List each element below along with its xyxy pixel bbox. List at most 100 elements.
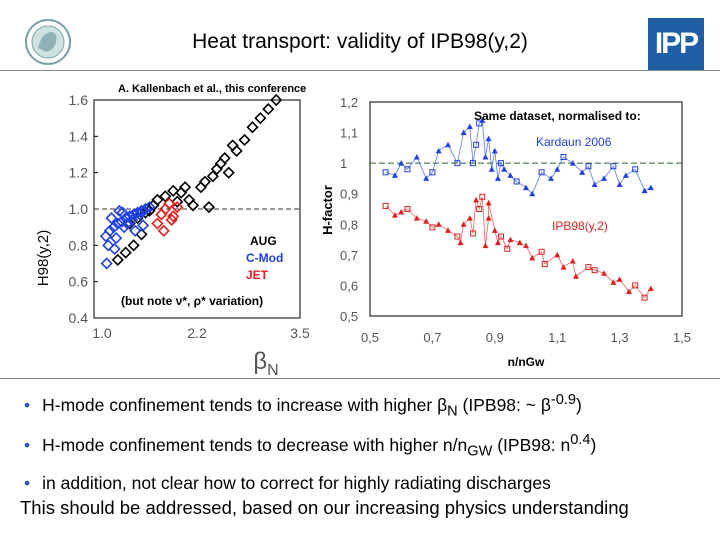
data-point-kardaun — [560, 154, 567, 161]
data-point-ipb98 — [632, 282, 639, 289]
data-point-kardaun — [413, 154, 420, 160]
society-seal-logo — [25, 19, 71, 65]
x-tick-label: 1,5 — [673, 330, 691, 345]
chart-right-title: Same dataset, normalised to: — [474, 109, 641, 123]
data-point-ipb98 — [647, 285, 654, 291]
data-point-ipb98 — [445, 227, 451, 233]
y-tick-label: 0,9 — [340, 187, 358, 202]
data-point-ipb98 — [585, 264, 592, 271]
data-point-ipb98 — [491, 227, 498, 233]
chart-left-xlabel: βN — [253, 348, 278, 378]
data-point-aug — [270, 93, 283, 107]
data-point-jet — [157, 224, 170, 237]
bullet-list: • H-mode confinement tends to increase wi… — [24, 392, 714, 507]
chart-left-title: A. Kallenbach et al., this conference — [118, 83, 306, 95]
y-tick-label: 0,5 — [340, 309, 358, 324]
data-point-kardaun — [547, 175, 554, 181]
data-point-ipb98 — [485, 215, 492, 221]
data-point-ipb98 — [382, 202, 389, 209]
data-point-cmod — [110, 231, 123, 245]
chart-right-ylabel: H-factor — [320, 185, 335, 235]
data-point-kardaun — [435, 147, 442, 154]
data-point-ipb98 — [498, 233, 505, 240]
x-tick-label: 3.5 — [290, 325, 310, 341]
footer-statement: This should be addressed, based on our i… — [20, 497, 629, 518]
data-point-kardaun — [616, 181, 623, 188]
hfactor-vs-betan-chart: A. Kallenbach et al., this conference 0.… — [35, 83, 310, 378]
legend-cmod: C-Mod — [246, 251, 283, 265]
data-point-aug — [202, 201, 215, 214]
data-point-aug — [159, 190, 172, 203]
legend-aug: AUG — [250, 234, 277, 248]
data-point-kardaun — [429, 169, 436, 176]
y-tick-label: 0,8 — [340, 217, 358, 232]
data-point-kardaun — [529, 190, 536, 197]
x-tick-label: 0,5 — [361, 330, 379, 345]
data-point-kardaun — [460, 129, 467, 136]
data-point-kardaun — [507, 172, 514, 178]
data-point-ipb98 — [572, 273, 579, 279]
chart-right-xlabel: n/nGw — [508, 355, 545, 369]
data-point-kardaun — [423, 175, 430, 181]
data-point-aug — [127, 239, 140, 252]
data-point-cmod — [129, 224, 142, 237]
data-point-ipb98 — [391, 212, 398, 218]
data-point-ipb98 — [560, 264, 567, 270]
data-point-ipb98 — [457, 239, 464, 246]
y-tick-label: 0.4 — [69, 310, 89, 326]
data-point-ipb98 — [507, 236, 514, 243]
data-point-aug — [198, 175, 212, 188]
data-point-ipb98 — [423, 218, 430, 224]
legend-jet: JET — [246, 268, 269, 282]
data-point-cmod — [107, 221, 120, 234]
data-point-kardaun — [554, 166, 561, 172]
data-point-ipb98 — [398, 209, 405, 215]
chart-left-annotation: (but note ν*, ρ* variation) — [121, 294, 263, 308]
y-tick-label: 0.6 — [69, 274, 89, 290]
data-point-aug — [246, 121, 259, 134]
data-point-ipb98 — [466, 215, 473, 221]
data-point-kardaun — [622, 172, 629, 178]
data-point-kardaun — [610, 163, 617, 170]
content-divider — [0, 378, 720, 379]
x-tick-label: 0,7 — [423, 330, 441, 345]
data-point-ipb98 — [460, 221, 467, 227]
y-tick-label: 1.6 — [69, 92, 89, 108]
data-point-aug — [186, 199, 200, 212]
data-point-jet — [171, 201, 184, 214]
data-point-ipb98 — [494, 239, 501, 246]
data-point-cmod — [137, 219, 150, 232]
data-point-aug — [262, 103, 275, 116]
data-point-cmod — [116, 206, 129, 219]
data-point-jet — [165, 213, 178, 226]
y-tick-label: 0,6 — [340, 278, 358, 293]
y-tick-label: 1.2 — [69, 165, 89, 181]
data-point-kardaun — [591, 181, 598, 188]
y-tick-label: 1 — [340, 156, 347, 171]
data-point-kardaun — [488, 166, 495, 172]
data-point-jet — [151, 217, 164, 230]
x-tick-label: 1,3 — [611, 330, 629, 345]
bullet-item: • in addition, not clear how to correct f… — [24, 472, 551, 493]
data-point-kardaun — [469, 160, 476, 167]
data-point-ipb98 — [516, 239, 523, 246]
bullet-marker: • — [24, 472, 31, 493]
y-tick-label: 1.4 — [69, 128, 89, 144]
y-tick-label: 0.8 — [69, 237, 89, 253]
x-tick-label: 2.2 — [187, 325, 207, 341]
data-point-kardaun — [491, 147, 498, 154]
data-point-kardaun — [647, 184, 654, 191]
data-point-ipb98 — [476, 206, 483, 212]
data-point-kardaun — [485, 135, 492, 142]
data-point-aug — [226, 139, 239, 152]
data-point-ipb98 — [413, 215, 420, 221]
data-point-kardaun — [501, 166, 508, 172]
data-point-aug — [254, 112, 267, 125]
bullet-marker: • — [24, 394, 31, 415]
data-point-kardaun — [454, 160, 461, 167]
data-point-ipb98 — [538, 248, 545, 255]
data-point-kardaun — [473, 141, 480, 148]
data-point-kardaun — [641, 187, 648, 194]
slide-title: Heat transport: validity of IPB98(y,2) — [192, 30, 528, 53]
data-point-ipb98 — [541, 261, 548, 268]
